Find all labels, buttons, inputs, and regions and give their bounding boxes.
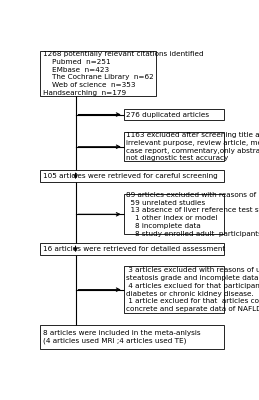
- FancyBboxPatch shape: [124, 109, 224, 120]
- FancyBboxPatch shape: [124, 132, 224, 161]
- FancyBboxPatch shape: [124, 194, 224, 234]
- Text: 89 articles excluded with reasons of
  59 unrelated studies
  13 absence of live: 89 articles excluded with reasons of 59 …: [126, 192, 259, 237]
- Text: 3 articles excluded with reasons of unavailable
steatosis grade and incomplete d: 3 articles excluded with reasons of unav…: [126, 267, 259, 312]
- FancyBboxPatch shape: [124, 266, 224, 314]
- Text: 16 articles were retrieved for detailed assessment: 16 articles were retrieved for detailed …: [43, 246, 225, 252]
- Text: 276 duplicated articles: 276 duplicated articles: [126, 112, 209, 118]
- FancyBboxPatch shape: [40, 170, 224, 182]
- Text: 1268 potentially relevant citations identified
    Pubmed  n=251
    EMbase  n=4: 1268 potentially relevant citations iden…: [43, 51, 203, 96]
- Text: 1163 excluded after screening title and abstract:
irrelevant purpose, review art: 1163 excluded after screening title and …: [126, 132, 259, 161]
- FancyBboxPatch shape: [40, 325, 224, 349]
- Text: 8 articles were included in the meta-anlysis
(4 articles used MRI ;4 articles us: 8 articles were included in the meta-anl…: [43, 330, 200, 344]
- FancyBboxPatch shape: [40, 243, 224, 255]
- Text: 105 articles were retrieved for careful screening: 105 articles were retrieved for careful …: [43, 173, 218, 179]
- FancyBboxPatch shape: [40, 51, 156, 96]
